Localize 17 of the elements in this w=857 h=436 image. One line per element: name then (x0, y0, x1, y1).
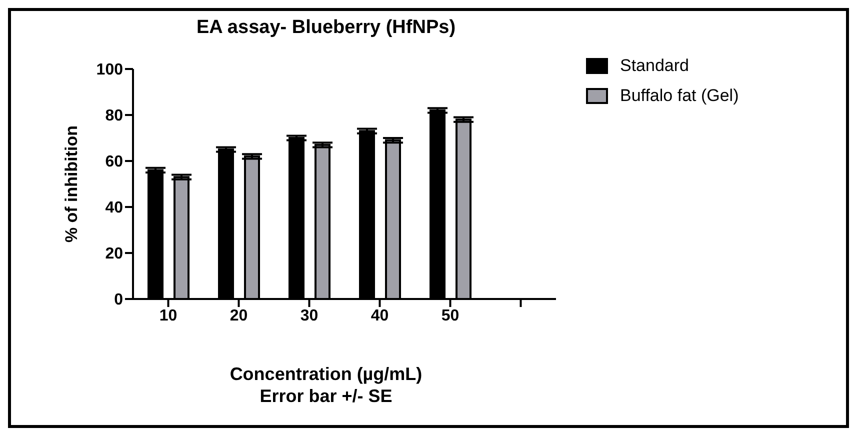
y-tick-label: 100 (96, 62, 124, 79)
x-tick-label: 40 (370, 307, 389, 324)
legend-label: Buffalo fat (Gel) (620, 86, 739, 106)
y-tick-label: 20 (105, 246, 124, 263)
x-tick-label: 30 (300, 307, 318, 324)
y-tick-label: 0 (114, 292, 124, 309)
y-tick-label: 40 (105, 200, 124, 217)
x-tick-label: 10 (159, 307, 178, 324)
x-tick-label: 20 (230, 307, 248, 324)
x-axis-title: Concentration (µg/mL) (228, 363, 424, 385)
y-tick-label: 60 (105, 154, 124, 171)
x-tick-label: 50 (441, 307, 460, 324)
legend-label: Standard (620, 56, 689, 76)
y-axis-title: % of inhibition (62, 125, 82, 243)
y-tick-label: 80 (105, 108, 124, 125)
text: Error bar +/- SE (258, 385, 394, 407)
chart-title: EA assay- Blueberry (HfNPs) (195, 17, 457, 39)
